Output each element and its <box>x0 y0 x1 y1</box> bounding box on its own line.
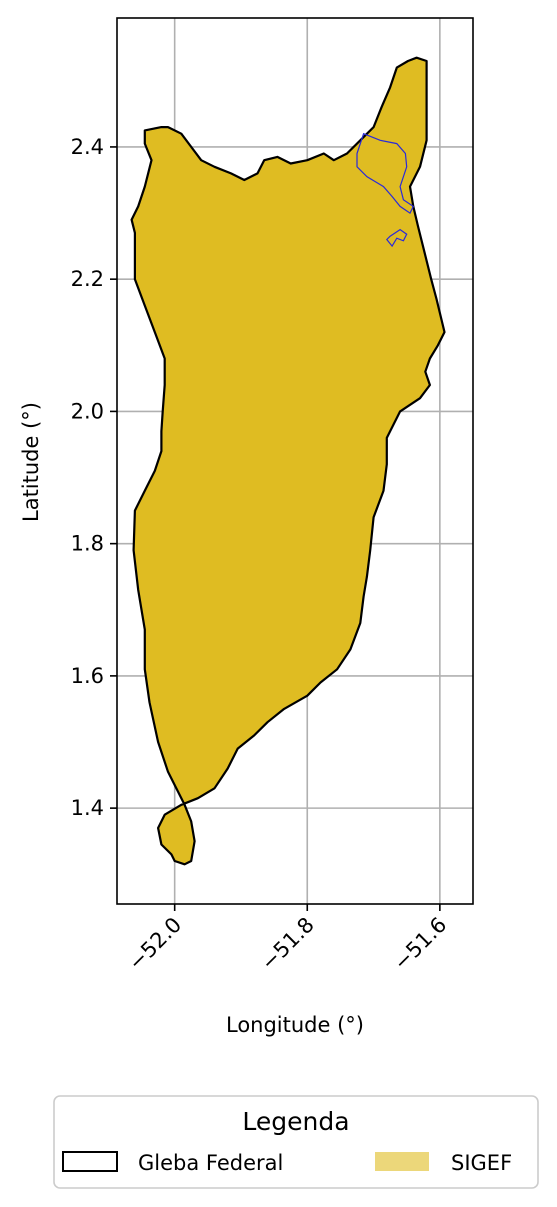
legend-swatch-gleba-federal <box>62 1151 118 1172</box>
y-tick-label-4: 2.2 <box>71 267 104 291</box>
legend-swatch-sigef <box>375 1152 429 1171</box>
y-axis-title: Latitude (°) <box>19 402 43 522</box>
legend-label-sigef: SIGEF <box>451 1151 512 1175</box>
y-tick-label-3: 2.0 <box>71 399 104 423</box>
sigef-parcels <box>356 132 415 248</box>
x-tick-label-0: −52.0 <box>124 913 186 975</box>
plot-frame <box>116 17 474 905</box>
x-tick-label-1: −51.8 <box>256 913 318 975</box>
legend-title: Legenda <box>242 1107 349 1136</box>
y-tick-label-0: 1.4 <box>71 796 104 820</box>
y-tick-label-2: 1.8 <box>71 532 104 556</box>
y-tick-label-5: 2.4 <box>71 135 104 159</box>
sigef-area <box>130 56 446 866</box>
parcel-outline-0 <box>356 132 415 214</box>
x-axis-title: Longitude (°) <box>226 1013 364 1037</box>
x-tick-label-2: −51.6 <box>389 913 451 975</box>
legend-label-gleba-federal: Gleba Federal <box>138 1151 283 1175</box>
y-tick-label-1: 1.6 <box>71 664 104 688</box>
legend: Legenda Gleba Federal SIGEF <box>53 1095 539 1189</box>
parcel-outline-1 <box>385 228 408 248</box>
